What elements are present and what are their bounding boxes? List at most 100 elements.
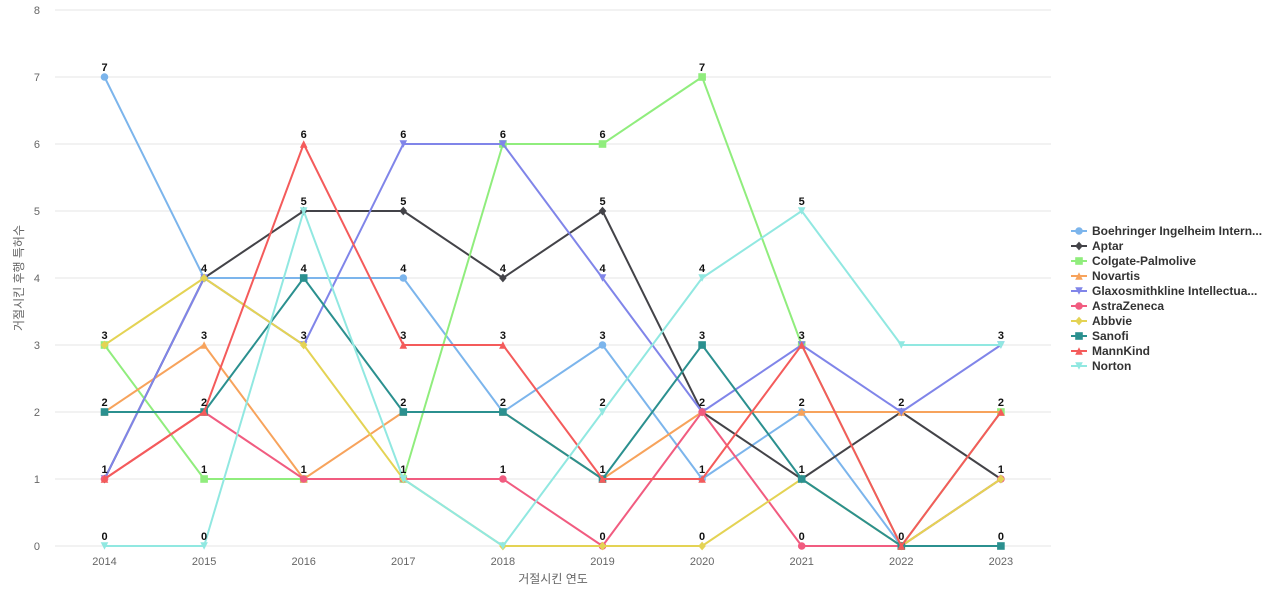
data-point xyxy=(100,73,109,81)
legend-item[interactable]: AstraZeneca xyxy=(1071,299,1164,313)
legend-marker xyxy=(1075,241,1083,251)
series-line xyxy=(104,277,1001,547)
data-label: 2 xyxy=(400,397,406,409)
data-label: 1 xyxy=(201,464,207,476)
data-label: 0 xyxy=(201,531,207,543)
data-label: 4 xyxy=(201,263,208,275)
legend-marker xyxy=(1075,287,1083,295)
legend-item[interactable]: Abbvie xyxy=(1071,314,1132,328)
data-point xyxy=(299,207,308,215)
data-label: 3 xyxy=(799,330,805,342)
data-label: 2 xyxy=(799,397,805,409)
x-tick-label: 2018 xyxy=(491,556,515,568)
data-point xyxy=(698,475,706,483)
legend-item[interactable]: Novartis xyxy=(1071,269,1140,283)
data-point xyxy=(399,140,408,148)
x-tick-label: 2021 xyxy=(789,556,813,568)
legend-label: Norton xyxy=(1092,359,1131,373)
legend-marker xyxy=(1075,332,1083,340)
data-point xyxy=(499,408,507,416)
data-label: 1 xyxy=(799,464,805,476)
legend-item[interactable]: Aptar xyxy=(1071,239,1124,253)
data-label: 2 xyxy=(201,397,207,409)
data-label: 0 xyxy=(101,531,107,543)
legend-label: Boehringer Ingelheim Intern... xyxy=(1092,224,1262,238)
data-label: 1 xyxy=(500,464,506,476)
data-label: 1 xyxy=(101,464,107,476)
data-label: 1 xyxy=(699,464,705,476)
data-label: 1 xyxy=(599,464,605,476)
data-label: 3 xyxy=(301,330,307,342)
x-tick-label: 2019 xyxy=(590,556,614,568)
legend-item[interactable]: Norton xyxy=(1071,359,1131,373)
data-label: 5 xyxy=(301,196,307,208)
data-point xyxy=(499,475,507,483)
data-point xyxy=(200,542,208,550)
series-glaxosmithkline-intellectua- xyxy=(100,140,1005,483)
legend-label: Abbvie xyxy=(1092,314,1132,328)
legend-item[interactable]: Glaxosmithkline Intellectua... xyxy=(1071,284,1257,298)
data-point xyxy=(399,274,408,282)
data-label: 6 xyxy=(301,129,307,141)
x-tick-label: 2022 xyxy=(889,556,913,568)
data-point xyxy=(598,206,607,216)
data-label: 0 xyxy=(898,531,904,543)
data-point xyxy=(698,341,706,349)
data-point xyxy=(797,207,806,215)
data-point xyxy=(698,541,706,551)
y-tick-label: 3 xyxy=(34,340,40,352)
data-label: 2 xyxy=(699,397,705,409)
data-point xyxy=(200,273,208,283)
data-point xyxy=(200,408,208,416)
legend-item[interactable]: MannKind xyxy=(1071,344,1150,358)
series-line xyxy=(104,210,1001,547)
y-tick-label: 8 xyxy=(34,5,40,17)
data-point xyxy=(399,206,408,216)
legend: Boehringer Ingelheim Intern...AptarColga… xyxy=(1071,224,1262,373)
data-label: 5 xyxy=(799,196,805,208)
data-label: 0 xyxy=(998,531,1004,543)
data-label: 3 xyxy=(101,330,107,342)
legend-item[interactable]: Boehringer Ingelheim Intern... xyxy=(1071,224,1262,238)
legend-item[interactable]: Sanofi xyxy=(1071,329,1129,343)
x-axis-ticks: 2014 2015 2016 2017 2018 2019 2020 2021 2022 2023 xyxy=(92,556,1013,568)
data-point xyxy=(499,341,507,349)
series-norton xyxy=(100,207,1005,550)
data-label: 0 xyxy=(799,531,805,543)
data-label: 2 xyxy=(898,397,904,409)
data-label: 2 xyxy=(500,397,506,409)
legend-marker xyxy=(1075,257,1083,265)
data-label: 7 xyxy=(699,62,705,74)
data-label: 2 xyxy=(101,397,107,409)
series-mannkind xyxy=(100,140,1005,550)
x-tick-label: 2017 xyxy=(391,556,415,568)
legend-label: Aptar xyxy=(1092,239,1124,253)
data-point xyxy=(698,274,706,282)
data-point xyxy=(598,475,607,483)
data-point xyxy=(499,542,507,550)
series-lines xyxy=(100,73,1005,551)
data-point xyxy=(299,274,308,282)
data-point xyxy=(897,341,906,349)
data-point xyxy=(797,341,806,349)
data-point xyxy=(698,73,706,81)
data-label: 5 xyxy=(599,196,605,208)
data-point xyxy=(698,408,706,416)
y-tick-label: 7 xyxy=(34,72,40,84)
legend-label: MannKind xyxy=(1092,344,1150,358)
data-label: 3 xyxy=(599,330,605,342)
x-tick-label: 2015 xyxy=(192,556,216,568)
legend-item[interactable]: Colgate-Palmolive xyxy=(1071,254,1196,268)
series-line xyxy=(103,143,1002,547)
data-point xyxy=(499,273,507,283)
data-point xyxy=(897,408,906,416)
legend-marker xyxy=(1075,272,1083,280)
legend-marker xyxy=(1075,227,1083,235)
data-point xyxy=(200,475,208,483)
data-point xyxy=(598,274,607,282)
data-label: 3 xyxy=(998,330,1004,342)
data-point xyxy=(399,341,408,349)
data-label: 4 xyxy=(500,263,507,275)
